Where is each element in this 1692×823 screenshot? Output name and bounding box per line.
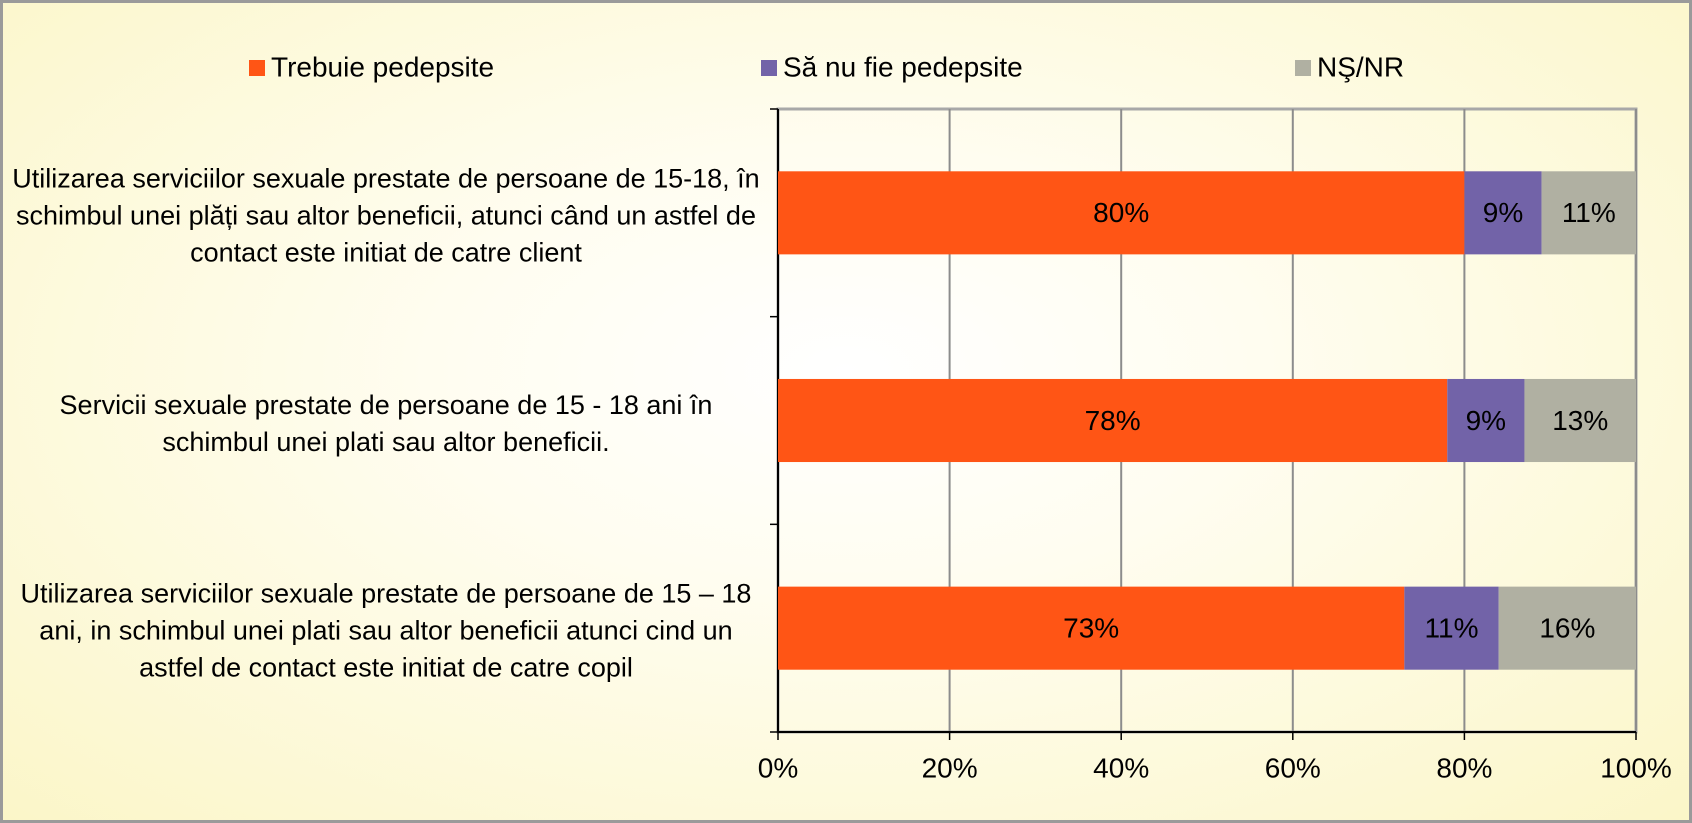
data-label: 13% (1552, 405, 1608, 436)
bar-segment (1464, 171, 1542, 255)
category-label: Utilizarea serviciilor sexuale prestate … (12, 163, 760, 268)
bar-segment (1541, 171, 1636, 255)
bar-segment (1498, 586, 1636, 670)
bar-segment (1404, 586, 1499, 670)
data-label: 16% (1539, 613, 1595, 644)
x-tick-label: 20% (922, 752, 978, 783)
legend-label: Trebuie pedepsite (271, 51, 494, 82)
data-label: 9% (1466, 405, 1506, 436)
legend-swatch (249, 60, 265, 76)
x-tick-label: 0% (758, 752, 798, 783)
bar-segment (778, 378, 1448, 463)
data-label: 11% (1562, 197, 1616, 228)
legend-swatch (761, 60, 777, 76)
bar-segment (1447, 378, 1525, 463)
data-label: 78% (1085, 405, 1141, 436)
legend-label: Să nu fie pedepsite (783, 51, 1023, 82)
x-tick-label: 60% (1265, 752, 1321, 783)
category-label: Servicii sexuale prestate de persoane de… (59, 389, 713, 457)
data-label: 73% (1063, 613, 1119, 644)
x-tick-label: 100% (1600, 752, 1672, 783)
x-tick-label: 40% (1093, 752, 1149, 783)
legend-swatch (1295, 60, 1311, 76)
legend-label: NŞ/NR (1317, 51, 1404, 82)
chart: 0% 20% 40% 60% 80% 100% 80% 9% 11% 78% 9% 13% 73% 11%… (249, 51, 1672, 783)
bar-segment (778, 586, 1405, 670)
data-label: 11% (1425, 613, 1479, 644)
data-label: 9% (1483, 197, 1523, 228)
bar-segment (778, 171, 1465, 255)
category-label: Utilizarea serviciilor sexuale prestate … (20, 578, 752, 683)
x-tick-label: 80% (1436, 752, 1492, 783)
data-label: 80% (1093, 197, 1149, 228)
bar-segment (1524, 378, 1636, 463)
